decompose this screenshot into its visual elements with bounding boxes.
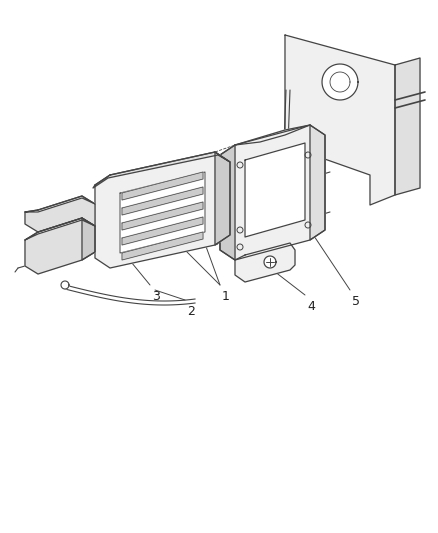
Polygon shape: [122, 232, 203, 260]
Polygon shape: [25, 218, 95, 240]
Polygon shape: [245, 143, 305, 237]
Polygon shape: [310, 125, 325, 240]
Polygon shape: [25, 218, 95, 274]
Polygon shape: [285, 35, 395, 205]
Polygon shape: [220, 145, 235, 260]
Polygon shape: [235, 243, 295, 282]
Polygon shape: [264, 256, 276, 268]
Polygon shape: [25, 196, 95, 212]
Polygon shape: [122, 187, 203, 215]
Polygon shape: [235, 125, 310, 145]
Polygon shape: [322, 64, 358, 100]
Polygon shape: [120, 172, 205, 253]
Polygon shape: [395, 58, 420, 195]
Polygon shape: [61, 281, 69, 289]
Polygon shape: [215, 152, 230, 245]
Polygon shape: [95, 152, 230, 268]
Text: 5: 5: [352, 295, 360, 308]
Text: 3: 3: [152, 290, 160, 303]
Polygon shape: [220, 125, 325, 260]
Text: 4: 4: [307, 300, 315, 313]
Polygon shape: [93, 152, 230, 188]
Polygon shape: [25, 196, 95, 232]
Polygon shape: [122, 172, 203, 200]
Polygon shape: [82, 218, 95, 260]
Polygon shape: [122, 217, 203, 245]
Text: 2: 2: [187, 305, 195, 318]
Polygon shape: [122, 202, 203, 230]
Text: 1: 1: [222, 290, 230, 303]
